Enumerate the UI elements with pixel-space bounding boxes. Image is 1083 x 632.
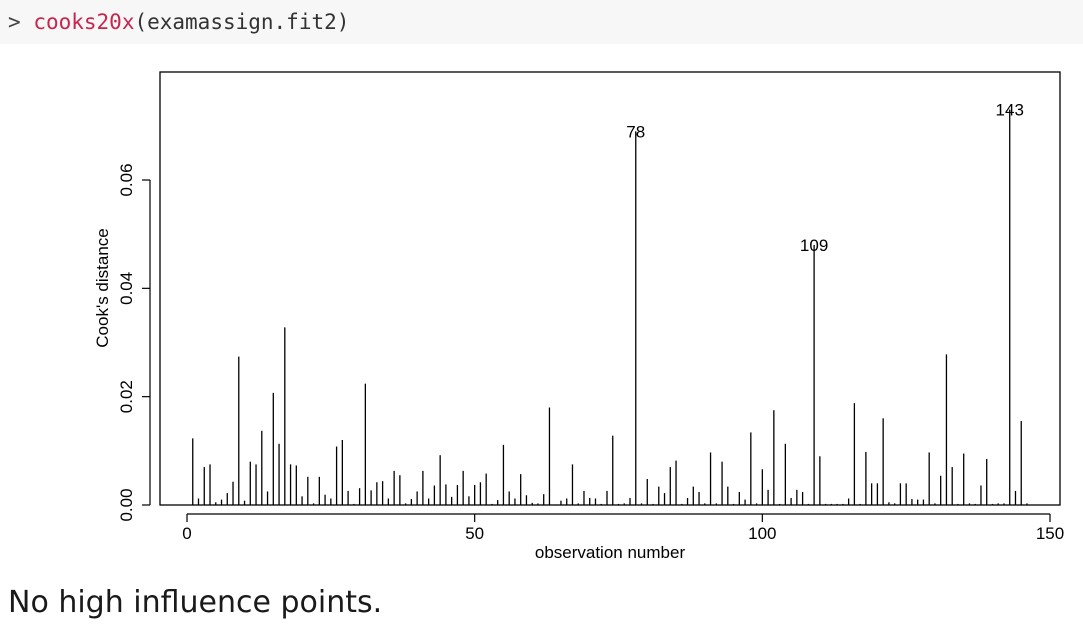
cooks-distance-plot: Cook's distance observation number 0 50 10… (0, 44, 1083, 589)
plot-frame (159, 71, 1061, 506)
x-axis-label: observation number (535, 543, 686, 562)
x-tick-label: 100 (748, 524, 776, 543)
function-name: cooks20x (33, 10, 135, 34)
point-label-143: 143 (996, 101, 1024, 120)
point-label-78: 78 (626, 122, 645, 141)
console-prompt: > (8, 10, 21, 34)
y-tick-label: 0.00 (117, 488, 136, 521)
y-tick-label: 0.02 (117, 380, 136, 413)
y-axis-label: Cook's distance (93, 228, 112, 347)
function-args: (examassign.fit2) (134, 10, 350, 34)
caption-text: No high influence points. (8, 585, 383, 620)
point-label-109: 109 (800, 236, 828, 255)
r-code-line: > cooks20x(examassign.fit2) (0, 0, 1083, 44)
x-tick-label: 150 (1036, 524, 1064, 543)
y-tick-label: 0.04 (117, 272, 136, 305)
y-tick-label: 0.06 (117, 163, 136, 196)
x-tick-label: 0 (182, 524, 191, 543)
x-tick-label: 50 (465, 524, 484, 543)
chart-svg: Cook's distance observation number 0 50 10… (93, 71, 1064, 562)
